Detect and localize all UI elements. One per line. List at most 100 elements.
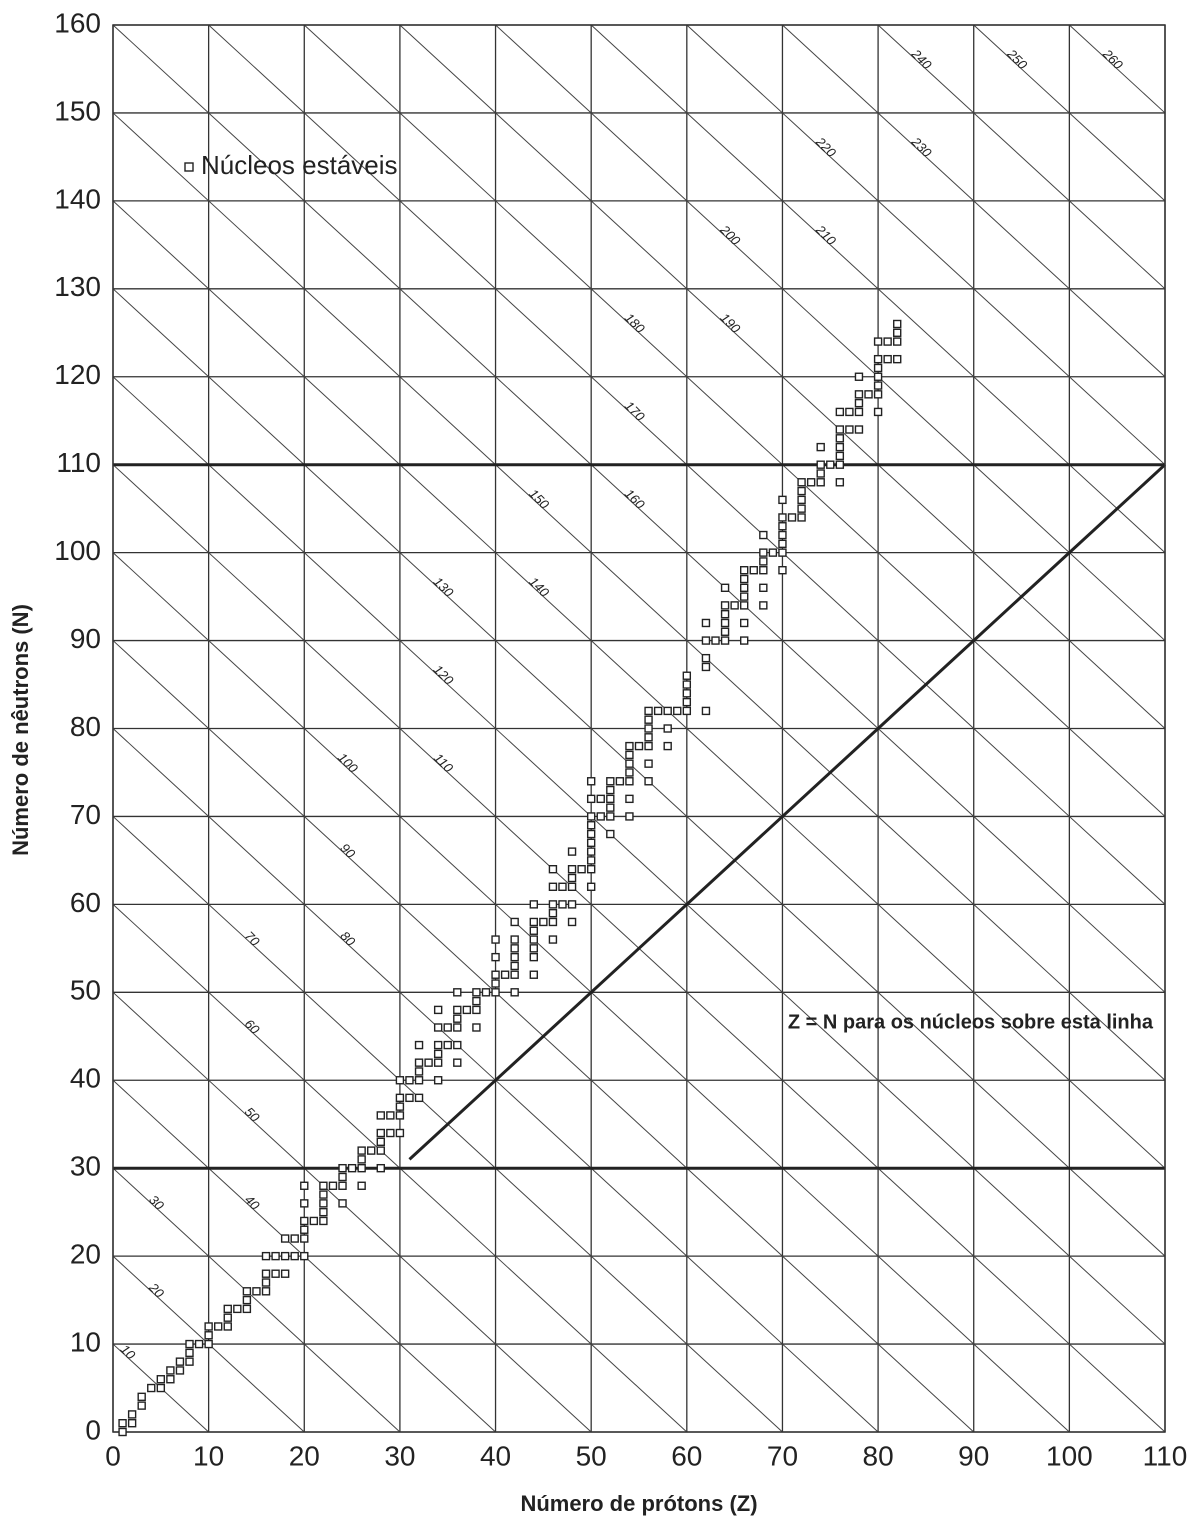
nucleus-point — [720, 609, 730, 619]
nucleus-point — [787, 513, 797, 522]
isobar-label: 230 — [908, 133, 935, 160]
nucleus-point — [586, 865, 596, 874]
y-tick-label: 0 — [85, 1414, 101, 1445]
nucleus-point — [510, 952, 519, 962]
nucleus-point — [644, 741, 653, 751]
y-tick-label: 130 — [54, 271, 101, 302]
nucleus-point — [414, 1093, 424, 1103]
nucleus-point — [797, 513, 806, 522]
nucleus-point — [175, 1366, 185, 1375]
plot-frame — [112, 24, 1166, 1433]
nucleus-point — [175, 1357, 185, 1366]
annotation: Z = N para os núcleos sobre esta linha — [788, 1011, 1154, 1033]
isobar-label: 20 — [145, 1279, 167, 1301]
isobar-line — [303, 24, 1166, 817]
isobar-label: 40 — [242, 1192, 263, 1213]
nucleus-point — [443, 1023, 452, 1032]
nucleus-point — [472, 1023, 481, 1032]
nucleus-point — [701, 618, 711, 628]
nucleus-point — [386, 1111, 395, 1120]
y-tick-label: 80 — [70, 711, 101, 742]
nucleus-point — [682, 697, 692, 707]
nucleus-point — [873, 390, 883, 399]
isobar-line — [399, 24, 1166, 729]
nucleus-point — [319, 1199, 328, 1208]
nucleus-point — [864, 390, 873, 399]
nucleus-point — [433, 1040, 443, 1050]
nucleus-point — [845, 407, 854, 417]
nucleus-point — [586, 812, 596, 821]
nucleus-point — [548, 865, 558, 874]
nucleus-point — [137, 1392, 146, 1402]
nucleus-point — [759, 583, 768, 592]
nucleus-point — [806, 478, 816, 487]
nucleus-point — [213, 1322, 223, 1331]
nucleus-point — [835, 451, 845, 461]
nucleus-point — [481, 988, 491, 997]
nucleus-point — [548, 917, 558, 927]
nucleus-point — [586, 829, 596, 839]
x-tick-label: 100 — [1046, 1440, 1093, 1471]
nucleus-point — [280, 1234, 290, 1243]
isobar-line — [782, 24, 1166, 378]
nucleus-point — [644, 724, 653, 733]
nucleus-point — [127, 1419, 137, 1428]
nucleus-point — [529, 970, 538, 979]
nucleus-point — [873, 407, 883, 417]
nucleus-point — [118, 1419, 127, 1428]
isobar-label: 120 — [431, 662, 457, 688]
nucleus-point — [893, 328, 902, 337]
nucleus-point — [740, 566, 749, 575]
nucleus-point — [261, 1278, 271, 1287]
nucleus-point — [462, 1005, 472, 1015]
x-axis-label: Número de prótons (Z) — [520, 1491, 757, 1516]
nucleus-point — [606, 829, 615, 839]
nucleus-point — [433, 1058, 443, 1067]
nucleus-point — [491, 988, 500, 997]
nucleus-point — [854, 407, 864, 417]
nucleus-point — [453, 1058, 462, 1067]
nucleus-point — [740, 574, 749, 584]
nucleus-point — [453, 1014, 462, 1023]
nucleus-point — [280, 1251, 290, 1261]
nucleus-point — [740, 618, 749, 628]
nucleus-point — [204, 1331, 213, 1340]
x-tick-label: 110 — [1143, 1440, 1188, 1471]
nucleus-point — [376, 1137, 385, 1147]
nucleus-point — [529, 900, 538, 909]
nucleus-point — [529, 935, 538, 944]
nucleus-point — [223, 1304, 232, 1314]
nucleus-point — [720, 627, 730, 636]
nucleus-point — [500, 970, 510, 979]
nucleus-point — [194, 1339, 204, 1349]
nucleus-point — [625, 777, 634, 786]
nucleus-point — [835, 434, 845, 443]
nucleus-point — [300, 1199, 309, 1208]
nucleus-point — [701, 706, 711, 716]
nucleus-point — [835, 460, 845, 469]
nucleus-point — [586, 794, 596, 804]
nucleus-point — [854, 372, 864, 381]
nucleus-point — [797, 495, 806, 505]
nucleus-point — [730, 601, 739, 610]
nucleus-point — [816, 442, 825, 452]
nucleus-point — [720, 601, 730, 610]
nucleus-point — [548, 882, 558, 891]
nucleus-point — [567, 847, 577, 856]
nucleus-point — [740, 592, 749, 601]
nucleus-point — [271, 1251, 280, 1261]
y-tick-label: 140 — [54, 183, 101, 214]
nucleus-point — [701, 636, 711, 645]
nucleus-point — [873, 372, 883, 381]
isobar-label: 30 — [146, 1192, 167, 1213]
nucleus-point — [453, 988, 462, 997]
nucleus-point — [424, 1058, 433, 1067]
isobar-line — [112, 24, 1166, 993]
nucleus-point — [472, 988, 481, 997]
y-tick-label: 160 — [54, 7, 101, 38]
nucleus-point — [606, 794, 615, 804]
nucleus-point — [127, 1410, 137, 1419]
isobar-line — [112, 112, 1166, 1081]
nucleus-point — [663, 724, 672, 733]
nucleus-point — [558, 900, 567, 909]
